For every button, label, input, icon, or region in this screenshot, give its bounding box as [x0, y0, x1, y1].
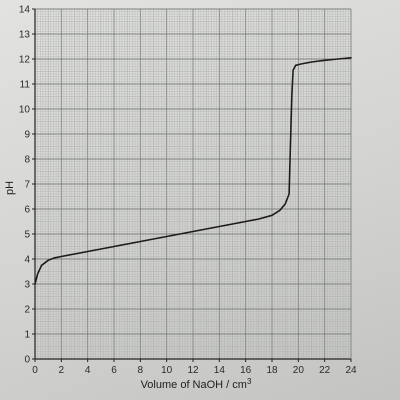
x-tick-label: 24 — [345, 365, 357, 376]
y-tick-label: 7 — [24, 180, 30, 191]
y-tick-label: 6 — [24, 205, 30, 216]
x-tick-label: 2 — [59, 365, 65, 376]
y-tick-label: 3 — [24, 280, 30, 291]
y-tick-label: 5 — [24, 230, 30, 241]
x-axis-label-text: Volume of NaOH / cm — [141, 379, 247, 391]
y-tick-label: 8 — [24, 155, 30, 166]
y-tick-label: 10 — [19, 105, 31, 116]
x-tick-label: 0 — [32, 365, 38, 376]
series-group — [34, 56, 352, 285]
x-axis-label: Volume of NaOH / cm3 — [141, 377, 252, 391]
y-tick-label: 1 — [24, 330, 30, 341]
y-tick-label: 4 — [24, 255, 30, 266]
x-tick-label: 20 — [293, 365, 305, 376]
x-tick-label: 10 — [161, 365, 173, 376]
x-tick-label: 4 — [85, 365, 91, 376]
y-tick-label: 9 — [24, 130, 30, 141]
x-tick-label: 6 — [111, 365, 117, 376]
titration-curve — [34, 56, 352, 285]
x-tick-label: 18 — [266, 365, 278, 376]
x-tick-label: 16 — [240, 365, 252, 376]
x-axis-label-superscript: 3 — [247, 377, 252, 386]
x-tick-label: 22 — [319, 365, 331, 376]
y-tick-label: 12 — [19, 55, 31, 66]
y-axis-label: pH — [4, 181, 16, 195]
y-tick-label: 11 — [20, 80, 31, 91]
y-tick-label: 2 — [24, 305, 30, 316]
y-tick-label: 14 — [19, 5, 31, 16]
x-tick-label: 12 — [187, 365, 199, 376]
y-tick-label: 13 — [19, 30, 31, 41]
x-tick-label: 14 — [214, 365, 226, 376]
grid — [34, 8, 352, 360]
y-tick-label: 0 — [24, 355, 30, 366]
x-tick-label: 8 — [138, 365, 144, 376]
x-tick-labels: 0 2 4 6 8 10 12 14 16 18 20 22 24 — [32, 359, 357, 376]
